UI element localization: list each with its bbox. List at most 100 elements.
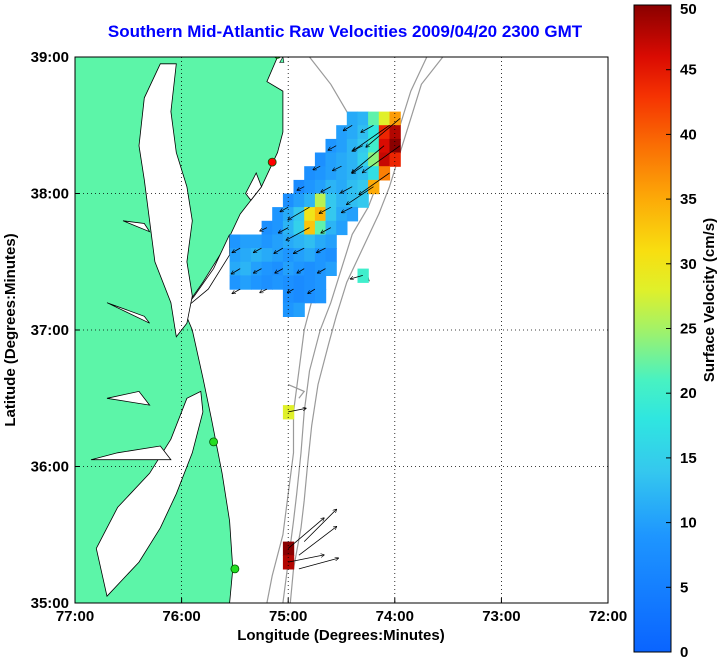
velocity-cell bbox=[314, 166, 327, 181]
velocity-cell bbox=[293, 248, 305, 263]
x-tick-label: 75:00 bbox=[269, 608, 307, 625]
velocity-cell bbox=[293, 234, 305, 249]
velocity-vector bbox=[288, 206, 310, 220]
velocity-vector bbox=[286, 227, 310, 241]
velocity-cell bbox=[325, 207, 337, 222]
velocity-cell bbox=[304, 289, 316, 304]
velocity-vector bbox=[288, 408, 306, 413]
velocity-cell bbox=[368, 166, 380, 181]
station-marker bbox=[230, 564, 240, 574]
velocity-vector bbox=[352, 145, 385, 173]
velocity-cell bbox=[357, 138, 369, 154]
bay-water bbox=[122, 220, 151, 233]
bay-water bbox=[90, 445, 172, 461]
velocity-vector bbox=[297, 186, 305, 191]
velocity-cell bbox=[378, 138, 391, 154]
velocity-cell bbox=[389, 111, 401, 126]
velocity-cell bbox=[250, 234, 263, 249]
colorbar-tick-label: 35 bbox=[680, 191, 697, 208]
velocity-cell bbox=[357, 152, 369, 167]
velocity-cell bbox=[378, 125, 391, 140]
station-marker bbox=[267, 157, 277, 167]
velocity-cell bbox=[272, 220, 284, 236]
velocity-vector bbox=[298, 526, 337, 556]
velocity-cell bbox=[282, 541, 295, 556]
y-tick-label: 35:00 bbox=[31, 595, 69, 612]
velocity-cell bbox=[272, 234, 284, 249]
velocity-cell bbox=[261, 248, 273, 263]
x-tick-label: 74:00 bbox=[376, 608, 414, 625]
velocity-cell bbox=[250, 248, 263, 263]
velocity-cell bbox=[378, 152, 391, 167]
velocity-vector bbox=[253, 268, 262, 274]
velocity-vector bbox=[287, 288, 294, 293]
velocity-cell bbox=[282, 289, 295, 304]
velocity-vector bbox=[366, 118, 401, 147]
velocity-cell bbox=[314, 234, 327, 249]
velocity-cell bbox=[357, 111, 369, 126]
bay-water bbox=[106, 390, 151, 406]
colorbar-tick-label: 45 bbox=[680, 62, 697, 79]
velocity-cell bbox=[346, 125, 359, 140]
velocity-vector bbox=[319, 206, 331, 213]
velocity-cell bbox=[336, 220, 348, 236]
velocity-cell bbox=[346, 111, 359, 126]
velocity-cell bbox=[314, 179, 327, 195]
velocity-cell bbox=[304, 179, 316, 195]
velocity-cell bbox=[282, 193, 295, 208]
velocity-cell bbox=[314, 220, 327, 236]
velocity-cell bbox=[357, 125, 369, 140]
velocity-vector bbox=[362, 145, 401, 173]
velocity-cell bbox=[229, 248, 241, 263]
velocity-cell bbox=[346, 207, 359, 222]
velocity-cell bbox=[293, 289, 305, 304]
velocity-cell bbox=[378, 111, 391, 126]
velocity-cell bbox=[229, 234, 241, 249]
velocity-cell bbox=[293, 261, 305, 276]
velocity-cell bbox=[304, 207, 316, 222]
y-tick-label: 36:00 bbox=[31, 459, 69, 476]
velocity-vector bbox=[321, 186, 331, 192]
velocity-vector bbox=[317, 247, 326, 253]
velocity-cell bbox=[314, 261, 327, 276]
colorbar-tick-label: 20 bbox=[680, 385, 697, 402]
plot-frame bbox=[74, 56, 609, 604]
velocity-cell bbox=[336, 125, 348, 140]
velocity-cell bbox=[389, 138, 401, 154]
x-tick-label: 73:00 bbox=[482, 608, 520, 625]
y-tick-label: 37:00 bbox=[31, 322, 69, 339]
velocity-vector bbox=[313, 165, 321, 170]
colorbar-tick-label: 10 bbox=[680, 515, 697, 532]
velocity-vector bbox=[341, 206, 353, 212]
velocity-vector bbox=[352, 165, 364, 173]
velocity-cell bbox=[304, 220, 316, 236]
velocity-vector bbox=[275, 268, 284, 274]
velocity-cell bbox=[314, 275, 327, 290]
velocity-vector bbox=[293, 247, 305, 253]
velocity-cell bbox=[336, 152, 348, 167]
velocity-vector bbox=[260, 288, 268, 293]
velocity-cell bbox=[378, 166, 391, 181]
velocity-vector bbox=[328, 145, 337, 151]
velocity-cell bbox=[336, 179, 348, 195]
velocity-cell bbox=[389, 125, 401, 140]
y-tick-labels: 39:00 38:00 37:00 36:00 35:00 bbox=[31, 49, 69, 612]
velocity-vector bbox=[278, 227, 289, 233]
velocity-cell bbox=[240, 275, 252, 290]
velocity-vector bbox=[333, 165, 342, 171]
velocity-cell bbox=[293, 275, 305, 290]
colorbar-label: Surface Velocity (cm/s) bbox=[701, 218, 718, 382]
velocity-cell bbox=[314, 248, 327, 263]
velocity-vector bbox=[231, 268, 241, 274]
colorbar-tick-label: 30 bbox=[680, 256, 697, 273]
velocity-vector bbox=[287, 518, 324, 549]
velocity-vector bbox=[232, 247, 241, 253]
velocity-cell bbox=[272, 275, 284, 290]
velocity-cell bbox=[272, 248, 284, 263]
velocity-cell bbox=[325, 220, 337, 236]
velocity-vector bbox=[298, 558, 339, 570]
velocity-cell bbox=[282, 248, 295, 263]
x-axis-label: Longitude (Degrees:Minutes) bbox=[237, 627, 445, 644]
velocity-cell bbox=[325, 179, 337, 195]
